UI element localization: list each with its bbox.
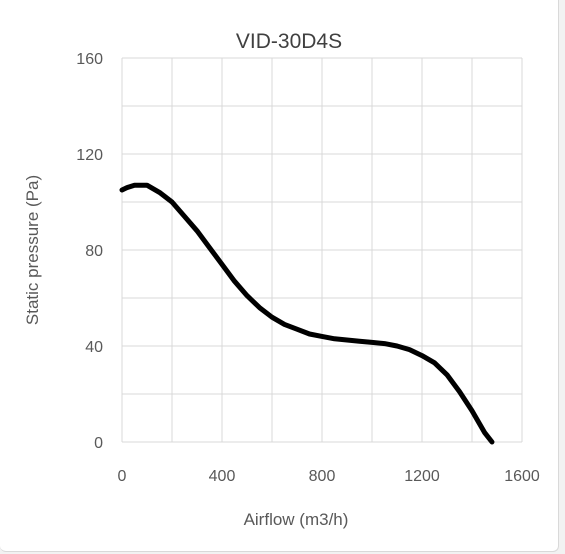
chart-title: VID-30D4S (236, 30, 342, 53)
x-axis-title: Airflow (m3/h) (244, 510, 349, 529)
y-tick-label: 0 (94, 435, 103, 452)
y-tick-label: 160 (76, 51, 103, 68)
series-line-group (119, 182, 495, 445)
x-tick-label: 1200 (404, 468, 440, 485)
x-tick-label: 800 (309, 468, 336, 485)
x-tick-label: 400 (209, 468, 236, 485)
series-line (119, 182, 495, 445)
grid (121, 57, 523, 443)
x-tick-label: 0 (118, 468, 127, 485)
y-axis-title: Static pressure (Pa) (23, 175, 42, 325)
tick-labels: 0 400 800 1200 1600 0 40 80 120 160 (76, 51, 540, 485)
y-tick-label: 120 (76, 147, 103, 164)
y-tick-label: 80 (85, 243, 103, 260)
y-tick-label: 40 (85, 339, 103, 356)
x-tick-label: 1600 (504, 468, 540, 485)
